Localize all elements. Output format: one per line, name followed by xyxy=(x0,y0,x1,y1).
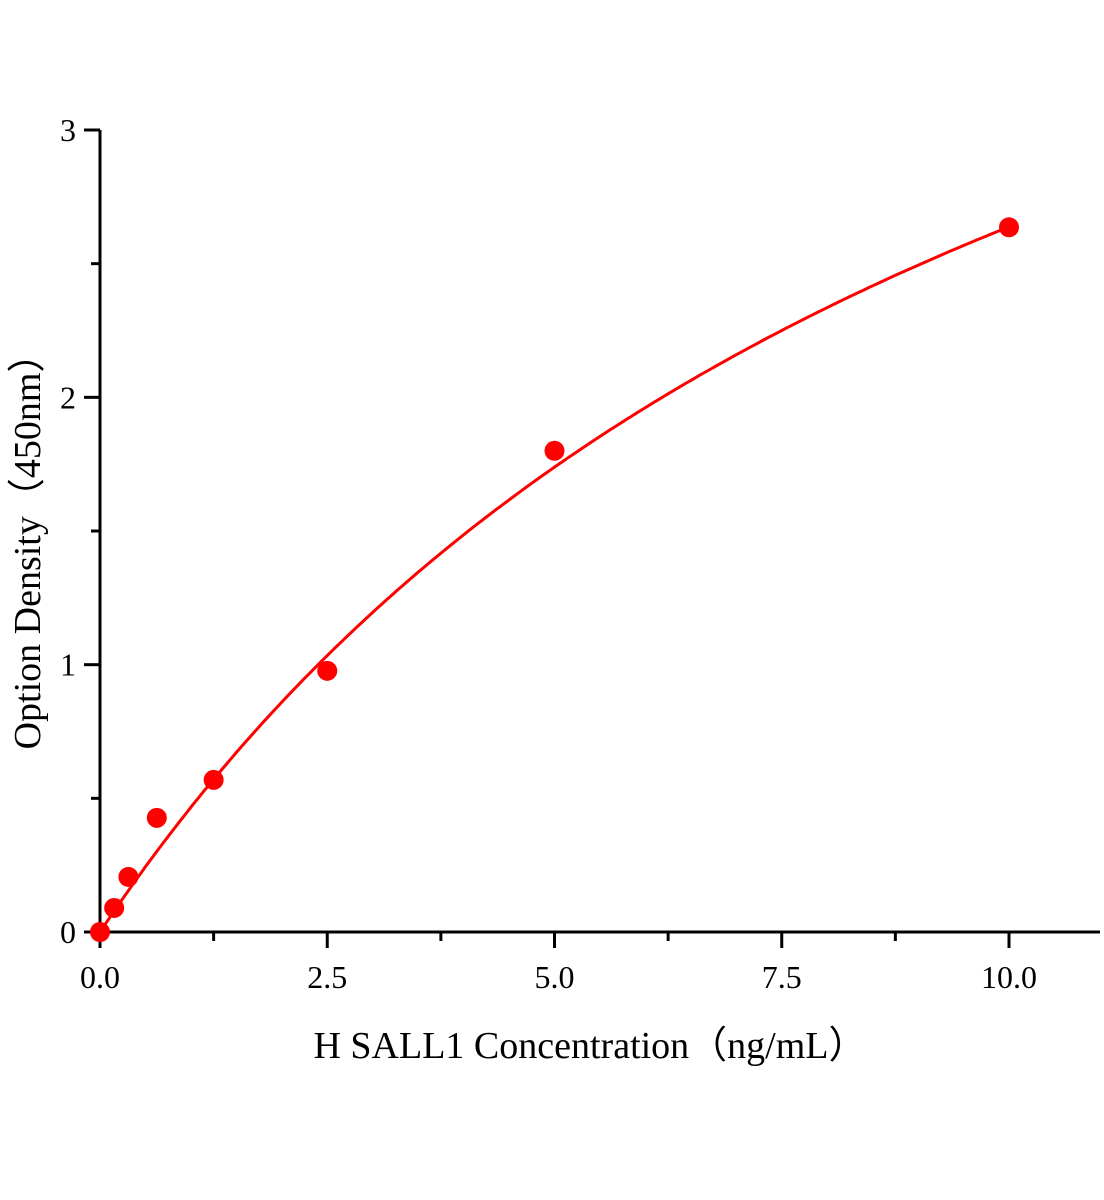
y-tick-label: 3 xyxy=(60,112,76,148)
data-point xyxy=(544,440,565,461)
data-point xyxy=(999,217,1019,238)
x-tick-label: 0.0 xyxy=(80,959,120,995)
x-tick-label: 10.0 xyxy=(981,959,1037,995)
x-tick-label: 7.5 xyxy=(762,959,802,995)
data-point xyxy=(104,897,125,918)
x-axis-label: H SALL1 Concentration（ng/mL） xyxy=(313,1025,866,1067)
axes: 0.0 2.5 5.0 7.5 10.0 0 1 2 3 xyxy=(60,112,1100,995)
data-points xyxy=(90,217,1019,942)
x-tick-label: 2.5 xyxy=(307,959,347,995)
y-tick-label: 0 xyxy=(60,914,76,950)
y-axis-label: Option Density（450nm） xyxy=(7,335,49,750)
fit-curve xyxy=(98,225,1010,933)
data-point xyxy=(317,660,338,681)
data-point xyxy=(203,769,224,790)
y-tick-label: 2 xyxy=(60,379,76,415)
data-point xyxy=(90,922,110,942)
data-point xyxy=(118,866,139,887)
x-tick-label: 5.0 xyxy=(535,959,575,995)
y-tick-label: 1 xyxy=(60,647,76,683)
data-point xyxy=(146,807,167,828)
